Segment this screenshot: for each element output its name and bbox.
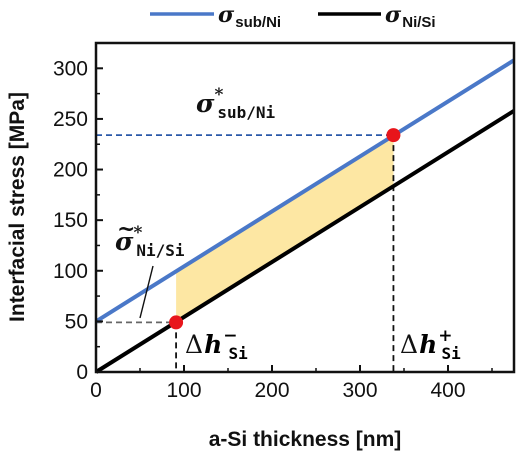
shaded-region-layer [176,135,394,322]
legend-subscript-ni-si: Ni/Si [402,14,435,31]
delta-minus-sup: − [223,326,237,346]
y-tick-label-1: 50 [65,310,88,333]
y-tick-label-6: 300 [53,57,88,80]
delta-plus-sup: + [438,326,452,346]
y-tick-label-2: 100 [53,260,88,283]
y-tick-label-0: 0 [76,361,88,384]
annotation-tilde-sigma-subscript: Ni/Si [136,241,185,260]
x-axis-title: a-Si thickness [nm] [209,428,402,451]
delta-minus-symbol: Δ [185,330,203,359]
delta-minus-sub: Si [229,344,249,363]
delta-plus-symbol: Δ [400,330,418,359]
annotation-pointer-line [139,265,154,319]
delta-plus-sub: Si [442,344,462,363]
annotation-tilde: ~ [117,216,135,242]
annotation-sigma-symbol: σ [196,89,215,118]
points-layer [169,128,401,330]
delta-minus-h: h [204,330,222,359]
x-tick-label-2: 200 [254,379,289,402]
svg-text:Δh−Si: Δh− Si [185,326,248,363]
series-layer [94,58,516,374]
x-tick-label-0: 0 [90,379,102,402]
legend-symbol-sub-ni: σ [218,2,235,28]
legend: σsub/Ni σNi/Si [150,2,436,31]
y-tick-label-4: 200 [53,159,88,182]
x-tick-label-4: 400 [430,379,465,402]
x-tick-label-1: 100 [166,379,201,402]
y-tick-label-5: 250 [53,108,88,131]
shaded-region [176,135,394,322]
annotation-delta-h-minus: Δh− Si [185,326,248,363]
series-line-sub-ni [94,58,516,324]
legend-label-ni-si: σNi/Si [385,2,436,31]
series-line-ni-si [94,109,516,374]
svg-text:σ*Ni/Si: σ* Ni/Si [115,223,185,260]
annotation-delta-h-plus: Δh+ Si [400,326,461,363]
annotation-tilde-sigma-symbol: σ [115,227,134,256]
annotation-sigma-sub-ni-star: σ* sub/Ni [196,85,275,122]
annotation-sigma-star: * [214,85,223,105]
plot-frame [94,41,516,374]
legend-symbol-ni-si: σ [385,2,402,28]
x-tick-label-3: 300 [342,379,377,402]
reference-lines-layer [96,134,395,372]
data-point-1 [169,315,184,330]
annotation-sigma-ni-si-tilde-star: ~ σ* Ni/Si [115,216,185,319]
svg-text:Δh+Si: Δh+ Si [400,326,461,363]
legend-label-sub-ni: σsub/Ni [218,2,281,31]
legend-subscript-sub-ni: sub/Ni [235,14,281,31]
x-ticks-layer: 0 100 200 300 400 [90,365,493,402]
y-tick-label-3: 150 [53,209,88,232]
svg-text:σ*sub/Ni: σ* sub/Ni [196,85,275,122]
delta-plus-h: h [419,330,437,359]
annotation-tilde-sigma-star: * [133,223,142,243]
annotation-sigma-subscript: sub/Ni [217,103,275,122]
y-ticks-layer: 0 50 100 150 200 250 300 [53,57,103,384]
data-point-0 [386,128,401,143]
y-axis-title: Interfacial stress [MPa] [6,92,29,322]
